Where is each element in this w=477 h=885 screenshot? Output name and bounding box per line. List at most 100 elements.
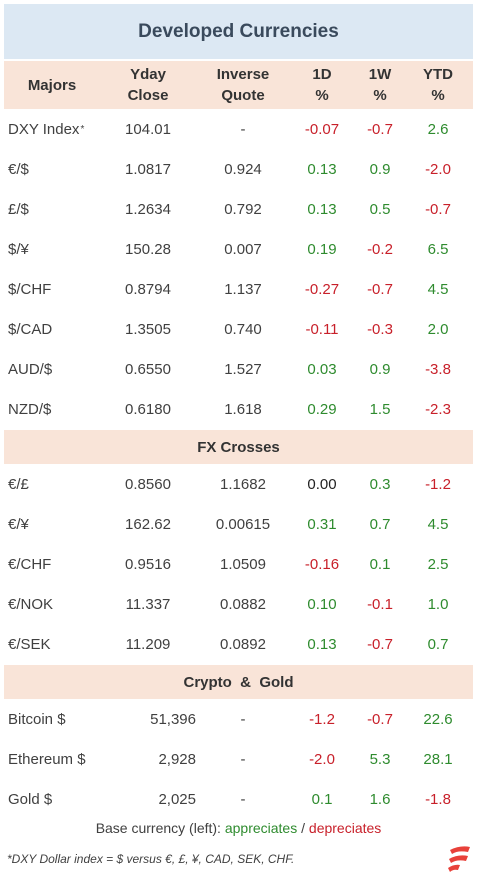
brand-logo-icon <box>448 846 470 872</box>
cell-name: AUD/$ <box>8 360 53 378</box>
cell-close: 11.209 <box>125 635 171 653</box>
cell-w1: -0.2 <box>367 240 393 258</box>
cell-inverse: 0.0882 <box>220 595 266 613</box>
table-row: $/CAD 1.3505 0.740 -0.11 -0.3 2.0 <box>4 309 473 349</box>
cell-ytd: -2.0 <box>425 160 451 178</box>
cell-name: €/$ <box>8 160 29 178</box>
cell-w1: 0.1 <box>369 555 391 573</box>
cell-w1: 0.5 <box>369 200 391 218</box>
cell-inverse: - <box>240 790 246 808</box>
cell-ytd: 2.5 <box>427 555 449 573</box>
cell-w1: -0.1 <box>367 595 393 613</box>
cell-ytd: -3.8 <box>425 360 451 378</box>
cell-inverse: 1.0509 <box>220 555 266 573</box>
cell-inverse: - <box>240 750 246 768</box>
cell-w1: -0.7 <box>367 635 393 653</box>
cell-d1: 0.03 <box>307 360 337 378</box>
cell-ytd: 2.6 <box>427 120 449 138</box>
table-row: €/£ 0.8560 1.1682 0.00 0.3 -1.2 <box>4 464 473 504</box>
legend: Base currency (left): appreciates / depr… <box>95 820 382 836</box>
cell-d1: 0.13 <box>307 635 337 653</box>
table-row: $/CHF 0.8794 1.137 -0.27 -0.7 4.5 <box>4 269 473 309</box>
cell-inverse: 0.00615 <box>215 515 271 533</box>
cell-d1: 0.13 <box>307 200 337 218</box>
cell-d1: -0.27 <box>304 280 340 298</box>
cell-name: $/¥ <box>8 240 29 258</box>
cell-ytd: -1.2 <box>425 475 451 493</box>
table-row: €/¥ 162.62 0.00615 0.31 0.7 4.5 <box>4 504 473 544</box>
section-fx-crosses: FX Crosses <box>4 430 473 464</box>
cell-w1: 0.9 <box>369 160 391 178</box>
cell-name: €/£ <box>8 475 29 493</box>
cell-inverse: - <box>240 710 246 728</box>
section-crypto-gold: Crypto & Gold <box>4 665 473 699</box>
table-row: Bitcoin $ 51,396 - -1.2 -0.7 22.6 <box>4 699 473 739</box>
table-row: $/¥ 150.28 0.007 0.19 -0.2 6.5 <box>4 229 473 269</box>
cell-close: 11.337 <box>125 595 171 613</box>
table-row: €/$ 1.0817 0.924 0.13 0.9 -2.0 <box>4 149 473 189</box>
cell-ytd: -1.8 <box>425 790 451 808</box>
cell-inverse: 1.137 <box>224 280 262 298</box>
cell-name: Gold $ <box>8 790 53 808</box>
cell-close: 104.01 <box>125 120 171 138</box>
cell-name: Ethereum $ <box>8 750 86 768</box>
cell-ytd: 0.7 <box>427 635 449 653</box>
cell-w1: -0.7 <box>367 120 393 138</box>
table-row: NZD/$ 0.6180 1.618 0.29 1.5 -2.3 <box>4 389 473 429</box>
legend-depreciates: depreciates <box>308 820 382 836</box>
cell-d1: -0.16 <box>304 555 340 573</box>
cell-d1: 0.1 <box>311 790 333 808</box>
cell-close: 0.6180 <box>125 400 171 418</box>
header-majors: Majors <box>27 76 77 94</box>
cell-close: 2,025 <box>158 790 196 808</box>
cell-name: Bitcoin $ <box>8 710 66 728</box>
cell-d1: 0.31 <box>307 515 337 533</box>
cell-d1: 0.19 <box>307 240 337 258</box>
table-row: €/NOK 11.337 0.0882 0.10 -0.1 1.0 <box>4 584 473 624</box>
table-header: Majors Yday Close Inverse Quote 1D % 1W … <box>4 61 473 109</box>
cell-w1: -0.7 <box>367 280 393 298</box>
cell-name: DXY Index * <box>8 120 85 138</box>
cell-inverse: - <box>240 120 246 138</box>
cell-close: 0.6550 <box>125 360 171 378</box>
cell-d1: 0.29 <box>307 400 337 418</box>
cell-close: 1.0817 <box>125 160 171 178</box>
cell-ytd: 4.5 <box>427 280 449 298</box>
cell-inverse: 0.792 <box>224 200 262 218</box>
cell-w1: 0.3 <box>369 475 391 493</box>
cell-close: 1.2634 <box>125 200 171 218</box>
table-row: €/SEK 11.209 0.0892 0.13 -0.7 0.7 <box>4 624 473 664</box>
header-inverse-quote: Inverse Quote <box>216 66 270 104</box>
cell-name: €/NOK <box>8 595 54 613</box>
table-row: Ethereum $ 2,928 - -2.0 5.3 28.1 <box>4 739 473 779</box>
cell-name: NZD/$ <box>8 400 52 418</box>
cell-name: €/¥ <box>8 515 29 533</box>
cell-ytd: -2.3 <box>425 400 451 418</box>
cell-close: 2,928 <box>158 750 196 768</box>
cell-name: $/CHF <box>8 280 52 298</box>
cell-name: €/CHF <box>8 555 52 573</box>
cell-inverse: 1.618 <box>224 400 262 418</box>
cell-inverse: 1.1682 <box>220 475 266 493</box>
page-title: Developed Currencies <box>138 20 339 42</box>
cell-ytd: 1.0 <box>427 595 449 613</box>
cell-inverse: 0.740 <box>224 320 262 338</box>
cell-name: $/CAD <box>8 320 53 338</box>
header-1d: 1D % <box>312 66 332 104</box>
table-row: AUD/$ 0.6550 1.527 0.03 0.9 -3.8 <box>4 349 473 389</box>
cell-inverse: 1.527 <box>224 360 262 378</box>
cell-w1: 0.7 <box>369 515 391 533</box>
title-bar: Developed Currencies <box>4 4 473 59</box>
cell-ytd: 22.6 <box>423 710 453 728</box>
table-row: £/$ 1.2634 0.792 0.13 0.5 -0.7 <box>4 189 473 229</box>
cell-inverse: 0.924 <box>224 160 262 178</box>
legend-appreciates: appreciates <box>224 820 298 836</box>
cell-close: 150.28 <box>125 240 171 258</box>
cell-d1: 0.10 <box>307 595 337 613</box>
cell-d1: 0.00 <box>307 475 337 493</box>
cell-w1: 1.5 <box>369 400 391 418</box>
table-row: DXY Index * 104.01 - -0.07 -0.7 2.6 <box>4 109 473 149</box>
cell-close: 0.8560 <box>125 475 171 493</box>
cell-w1: -0.3 <box>367 320 393 338</box>
cell-ytd: 2.0 <box>427 320 449 338</box>
